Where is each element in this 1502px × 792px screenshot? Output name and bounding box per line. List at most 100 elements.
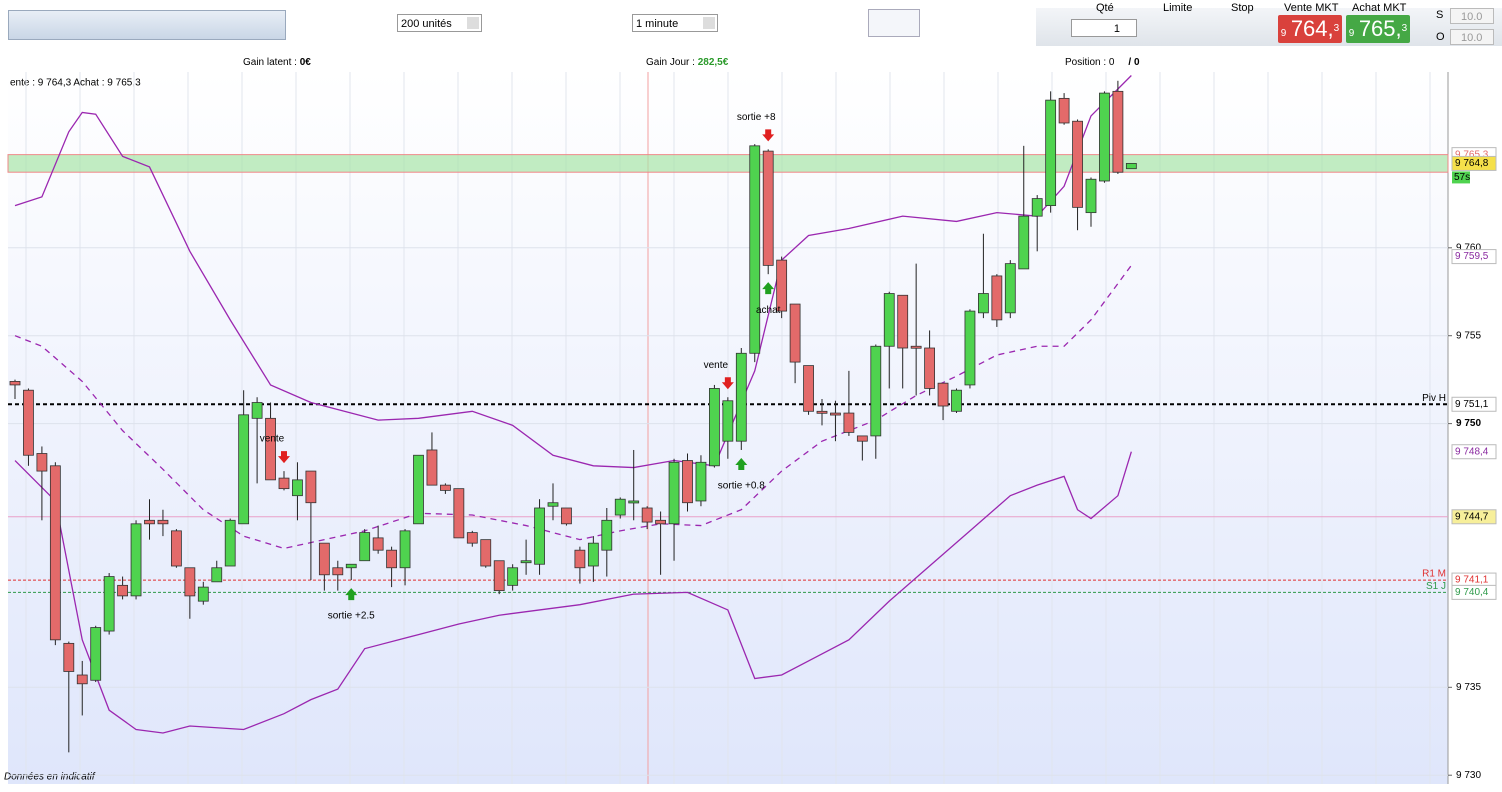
gain-latent: Gain latent : 0€ xyxy=(243,57,311,68)
position-total: / 0 xyxy=(1128,57,1140,68)
candle-body xyxy=(117,584,128,597)
price-tag xyxy=(1451,572,1497,588)
candle-body xyxy=(1099,92,1110,182)
price-tag-label: 9 759,5 xyxy=(1455,251,1489,262)
candle-body xyxy=(1031,198,1043,217)
candle-body xyxy=(507,567,519,586)
y-tick-label: 9 750 xyxy=(1456,418,1481,429)
candle-body xyxy=(76,674,88,685)
buy-label: Achat MKT xyxy=(1352,2,1407,14)
candle-body xyxy=(991,275,1003,321)
price-tag-label: 9 765,3 xyxy=(1455,149,1489,160)
candle-body xyxy=(130,523,142,597)
candle-body xyxy=(722,400,734,442)
candle-body xyxy=(197,586,209,602)
candle-body xyxy=(251,402,263,419)
footer-note: Données en indicatif xyxy=(4,772,96,783)
candle-body xyxy=(23,389,34,456)
candle-body xyxy=(1004,263,1016,314)
o-input[interactable]: 10.0 xyxy=(1450,29,1494,45)
candle-body xyxy=(170,530,182,567)
candle-body xyxy=(668,461,680,525)
candle-body xyxy=(856,435,868,442)
annotation: achat xyxy=(756,305,781,316)
candle-body xyxy=(184,567,196,597)
annotation: vente xyxy=(260,434,285,445)
y-tick-label: 9 755 xyxy=(1456,330,1481,341)
candle-body xyxy=(318,542,330,576)
price-tag-label: 9 764,8 xyxy=(1455,158,1489,169)
candle-body xyxy=(103,576,115,632)
drawing-toolbar[interactable] xyxy=(8,10,286,40)
candle-body xyxy=(332,567,344,576)
candle-body xyxy=(238,414,250,525)
candle-body xyxy=(628,500,640,504)
buy-button[interactable]: 9 765,3 xyxy=(1346,15,1410,43)
candle-body xyxy=(49,465,61,641)
candle-body xyxy=(547,502,559,507)
price-tag-label: 9 744,7 xyxy=(1455,511,1489,522)
candle-body xyxy=(789,303,801,363)
buy-arrow xyxy=(762,282,775,295)
candle-body xyxy=(534,507,545,565)
price-tag-label: 9 741,1 xyxy=(1455,575,1489,586)
price-tag xyxy=(1451,396,1497,412)
candle-body xyxy=(144,519,155,525)
sell-b: 764, xyxy=(1290,16,1334,41)
candle-body xyxy=(1072,120,1083,208)
candle-body xyxy=(951,389,962,412)
candle-body xyxy=(776,259,788,312)
buy-c: 3 xyxy=(1401,23,1408,34)
annotation: vente xyxy=(704,360,729,371)
annotation: sortie +0.8 xyxy=(718,481,765,492)
candle-body xyxy=(614,498,626,516)
interval-select[interactable]: 1 minute xyxy=(632,14,718,32)
candle-body xyxy=(1125,163,1137,170)
candle-body xyxy=(735,352,747,442)
s-input[interactable]: 10.0 xyxy=(1450,8,1494,24)
candle-body xyxy=(762,150,774,266)
price-tag xyxy=(1451,147,1497,163)
candle-body xyxy=(386,549,398,569)
buy-a: 9 xyxy=(1348,28,1355,39)
price-tag xyxy=(1451,444,1497,460)
price-tag xyxy=(1451,584,1497,600)
gain-jour-label: Gain Jour : xyxy=(646,57,695,68)
candle-body xyxy=(830,412,841,416)
candle-body xyxy=(520,560,532,564)
s-label: S xyxy=(1436,9,1444,21)
stop-label: Stop xyxy=(1231,2,1254,14)
o-label: O xyxy=(1436,31,1445,43)
buy-arrow xyxy=(345,588,358,601)
candle-body xyxy=(561,507,572,525)
candle-body xyxy=(413,454,424,525)
candle-body xyxy=(211,567,223,583)
qty-label: Qté xyxy=(1096,2,1114,14)
candle-body xyxy=(816,410,828,414)
candle-body xyxy=(587,542,599,567)
price-tag-label: 9 751,1 xyxy=(1455,399,1489,410)
qty-input[interactable]: 1 xyxy=(1071,19,1137,37)
gain-latent-value: 0€ xyxy=(299,57,311,68)
gain-jour: Gain Jour : 282,5€ xyxy=(646,57,728,68)
candle-body xyxy=(682,460,693,504)
level-label: Piv H xyxy=(1422,393,1446,404)
candle-body xyxy=(1018,215,1030,270)
candle-body xyxy=(305,470,317,504)
candle-body xyxy=(978,293,989,314)
candle-body xyxy=(803,365,814,412)
price-tag-label: 9 748,4 xyxy=(1455,446,1489,457)
annotation: sortie +2.5 xyxy=(328,611,375,622)
candle-body xyxy=(937,382,949,407)
strategy-button[interactable] xyxy=(868,9,920,37)
candle-body xyxy=(426,449,438,486)
sell-button[interactable]: 9 764,3 xyxy=(1278,15,1342,43)
candle-body xyxy=(749,145,761,354)
candle-body xyxy=(695,461,707,502)
candle-body xyxy=(63,642,75,672)
price-tag xyxy=(1451,155,1497,171)
candle-body xyxy=(709,388,720,467)
buy-arrow xyxy=(735,457,748,470)
quantity-select[interactable]: 200 unités xyxy=(397,14,482,32)
